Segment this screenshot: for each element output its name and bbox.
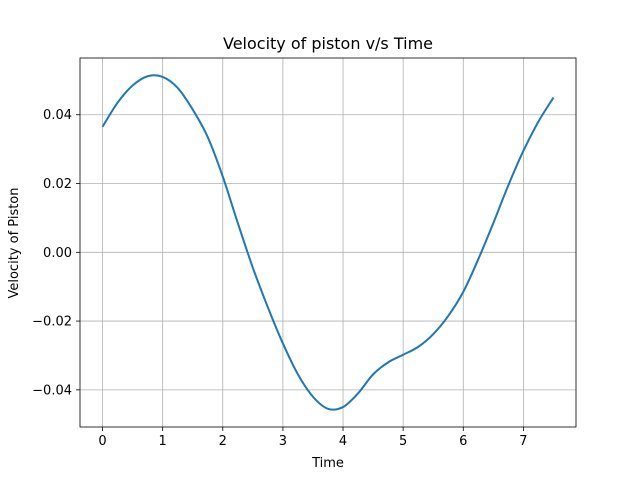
velocity-line [101, 74, 555, 411]
x-tick-label: 3 [279, 434, 287, 449]
y-tick-label: −0.02 [32, 315, 72, 330]
data-series [101, 74, 555, 411]
y-axis-label: Velocity of Piston [7, 187, 22, 298]
x-tick-label: 7 [519, 434, 527, 449]
y-tick-label: 0.02 [43, 177, 72, 192]
x-tick-label: 0 [98, 434, 106, 449]
x-tick-label: 2 [219, 434, 227, 449]
y-tick-label: −0.04 [32, 383, 72, 398]
x-tick-label: 4 [339, 434, 347, 449]
x-axis-label: Time [311, 456, 344, 471]
x-tick-label: 5 [399, 434, 407, 449]
plot-area-frame [79, 57, 577, 428]
x-axis-ticks: 0 1 2 3 4 5 6 7 [98, 427, 528, 449]
chart-title: Velocity of piston v/s Time [223, 34, 433, 53]
y-tick-label: 0.00 [43, 246, 72, 261]
y-axis-ticks: −0.04 −0.02 0.00 0.02 0.04 [32, 108, 80, 398]
x-tick-label: 6 [459, 434, 467, 449]
y-tick-label: 0.04 [43, 108, 72, 123]
grid-lines [80, 58, 576, 427]
x-tick-label: 1 [159, 434, 167, 449]
